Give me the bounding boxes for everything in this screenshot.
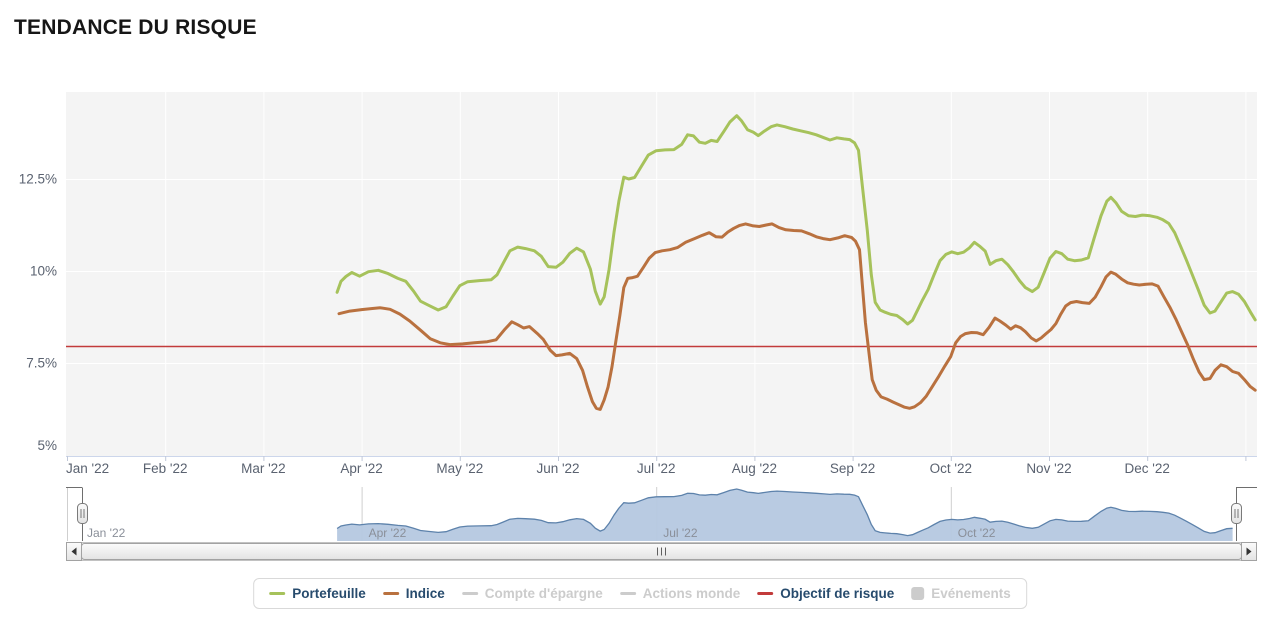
svg-text:Dec '22: Dec '22 [1125, 461, 1170, 476]
legend-line-swatch [757, 592, 774, 595]
x-axis-labels: Jan '22 Feb '22 Mar '22 Apr '22 May '22 Jun '… [66, 461, 1170, 476]
legend-item-6[interactable]: Evénements [911, 586, 1011, 601]
legend-item-label: Evénements [931, 586, 1011, 601]
navigator-area-line [336, 488, 1233, 537]
svg-text:10%: 10% [30, 264, 57, 279]
scrollbar-left-button[interactable] [66, 542, 82, 561]
legend-item-label: Portefeuille [292, 586, 366, 601]
legend-item-label: Actions monde [642, 586, 741, 601]
series-indice-line [337, 222, 1257, 411]
svg-text:May '22: May '22 [436, 461, 483, 476]
scrollbar[interactable] [66, 542, 1257, 561]
legend-line-swatch [269, 592, 286, 595]
legend-item-label: Indice [405, 586, 445, 601]
gridlines [66, 92, 1257, 456]
legend-line-swatch [619, 592, 636, 595]
x-axis-ticks [67, 456, 1247, 461]
svg-text:Feb '22: Feb '22 [143, 461, 188, 476]
svg-text:7.5%: 7.5% [26, 356, 57, 371]
svg-text:Jul '22: Jul '22 [637, 461, 676, 476]
svg-text:Sep '22: Sep '22 [830, 461, 875, 476]
y-axis-labels: 5% 7.5% 10% 12.5% [19, 172, 57, 454]
navigator[interactable]: Jan '22 Apr '22 Jul '22 Oct '22 [66, 487, 1257, 541]
svg-text:Oct '22: Oct '22 [930, 461, 972, 476]
legend-item-label: Objectif de risque [780, 586, 895, 601]
svg-text:Nov '22: Nov '22 [1026, 461, 1071, 476]
legend-item-label: Compte d'épargne [484, 586, 603, 601]
legend-item-3[interactable]: Compte d'épargne [461, 586, 603, 601]
scrollbar-right-button[interactable] [1241, 542, 1257, 561]
svg-text:Apr '22: Apr '22 [340, 461, 382, 476]
legend-item-2[interactable]: Indice [382, 586, 445, 601]
navigator-right-handle[interactable] [1231, 503, 1242, 524]
legend: Portefeuille Indice Compte d'épargne Action… [253, 578, 1027, 609]
legend-line-swatch [382, 592, 399, 595]
navigator-label: Jul '22 [663, 526, 698, 540]
plot-area[interactable] [66, 92, 1257, 456]
svg-text:Jun '22: Jun '22 [536, 461, 579, 476]
svg-text:5%: 5% [37, 438, 57, 453]
svg-text:Mar '22: Mar '22 [241, 461, 286, 476]
legend-item-4[interactable]: Actions monde [619, 586, 741, 601]
svg-text:12.5%: 12.5% [19, 172, 57, 187]
navigator-label: Oct '22 [958, 526, 996, 540]
legend-item-5[interactable]: Objectif de risque [757, 586, 894, 601]
legend-item-1[interactable]: Portefeuille [269, 586, 366, 601]
navigator-left-handle[interactable] [77, 503, 88, 524]
legend-box-swatch [911, 587, 925, 600]
chart-title: TENDANCE DU RISQUE [14, 16, 257, 39]
navigator-label: Jan '22 [87, 526, 126, 540]
navigator-label: Apr '22 [369, 526, 407, 540]
svg-text:Aug '22: Aug '22 [732, 461, 777, 476]
series-portefeuille-line [335, 114, 1257, 326]
navigator-area[interactable] [337, 489, 1233, 541]
svg-text:Jan '22: Jan '22 [66, 461, 109, 476]
legend-line-swatch [461, 592, 478, 595]
